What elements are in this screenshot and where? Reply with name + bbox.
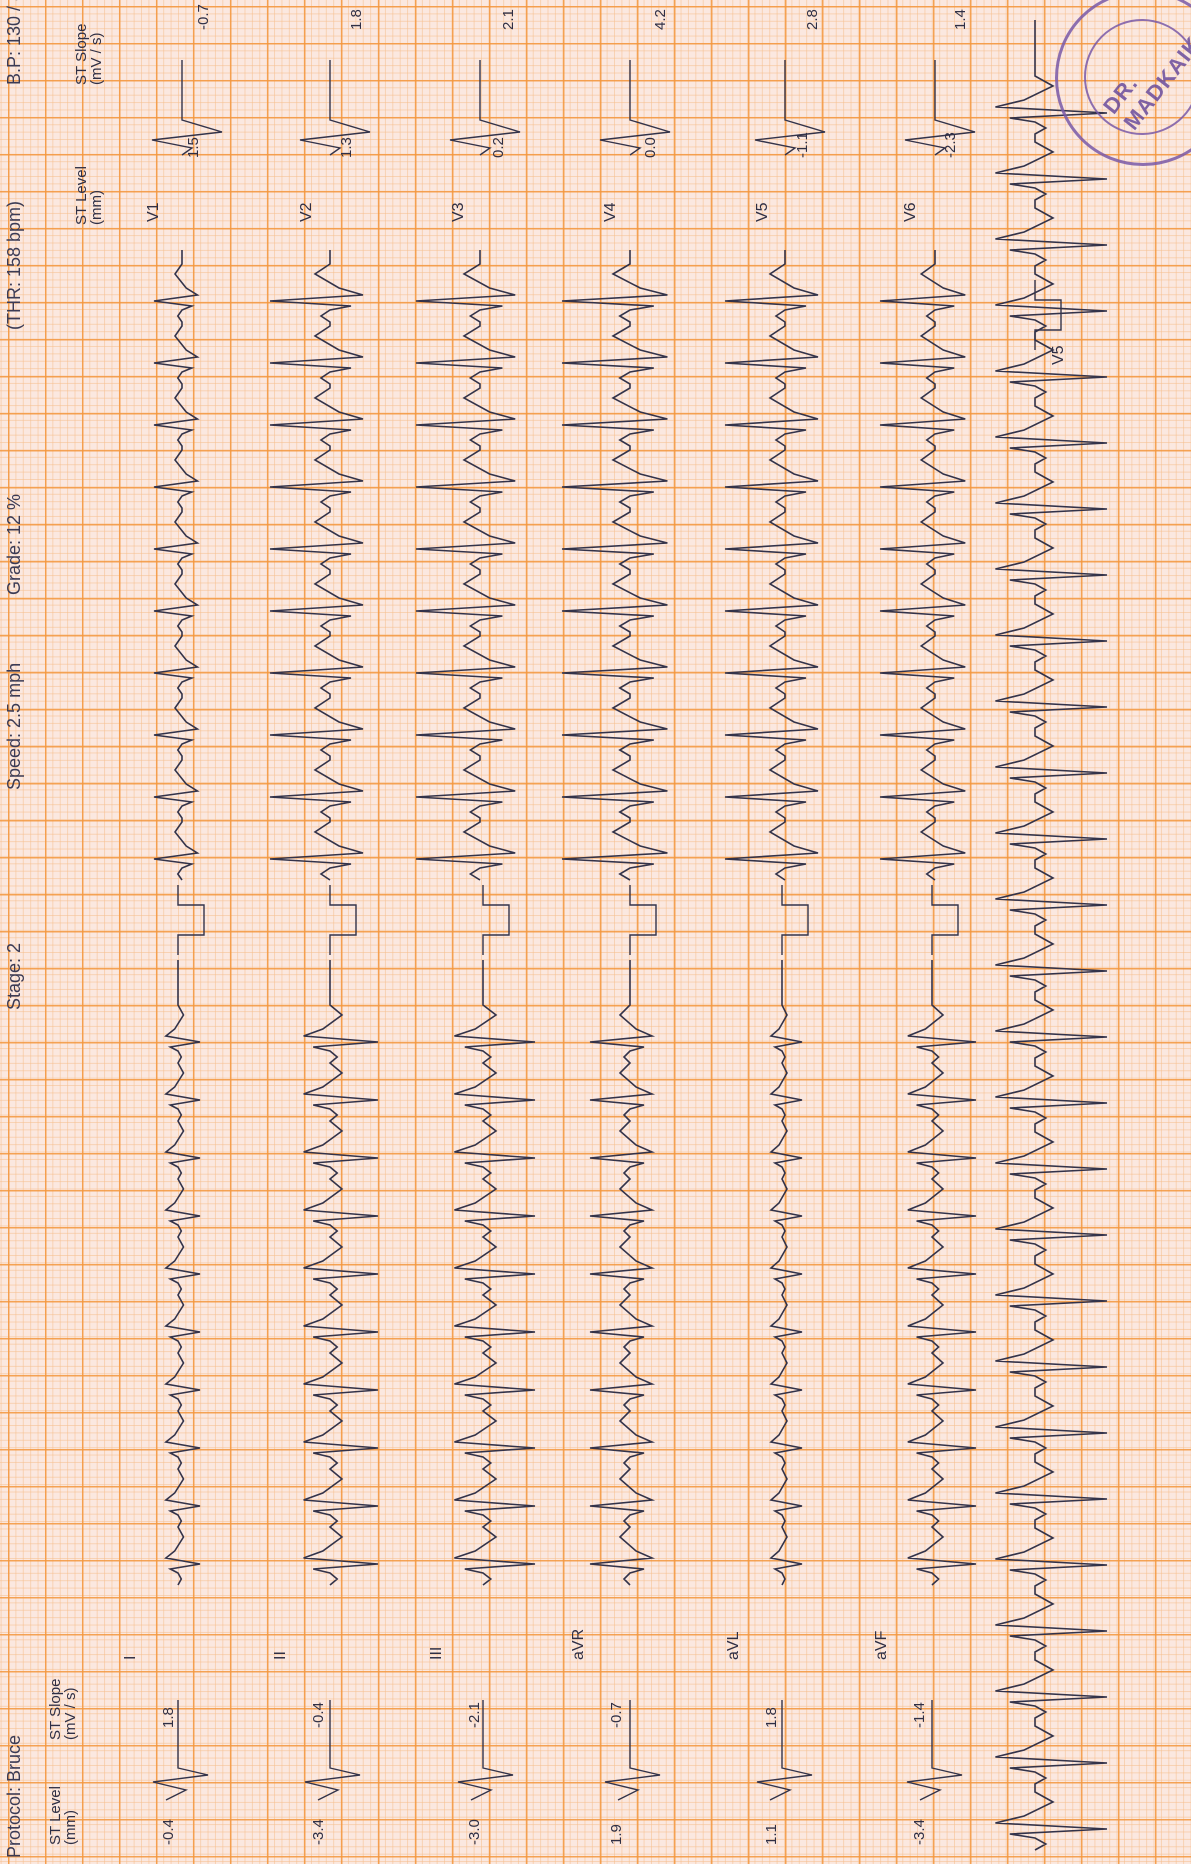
st-slope-value: -1.4 (911, 1702, 928, 1728)
calibration-pulse (629, 885, 657, 955)
st-complex-right (151, 60, 223, 156)
ecg-lead-strip (153, 250, 200, 881)
st-complex-left (906, 1700, 963, 1801)
stage-label: Stage: 2 (4, 942, 24, 1010)
st-slope-value: 1.8 (348, 9, 365, 30)
st-level-value: -2.3 (942, 132, 959, 158)
st-slope-value: 2.1 (500, 9, 517, 30)
st-slope-value: 1.4 (952, 9, 969, 30)
st-slope-value: 1.8 (160, 1707, 177, 1728)
ecg-lead-strip (269, 250, 364, 881)
calibration-pulse (931, 885, 959, 955)
stamp-inner-ring (1084, 19, 1191, 135)
st-level-value: -0.4 (160, 1819, 177, 1845)
st-slope-value: 2.8 (804, 9, 821, 30)
lead-label: V4 (602, 202, 619, 222)
lead-label: V6 (902, 202, 919, 222)
st-complex-left (604, 1700, 661, 1801)
st-slope-value: -0.4 (310, 1702, 327, 1728)
st-slope-title: ST Slope (73, 23, 90, 85)
lead-label: V3 (450, 202, 467, 222)
rhythm-strip-label: V5 (1050, 345, 1067, 365)
st-slope-value: 4.2 (652, 9, 669, 30)
speed-label: Speed: 2.5 mph (4, 662, 24, 790)
bp-label: B.P: 130 / 80 (4, 0, 24, 85)
st-level-value: -1.1 (794, 132, 811, 158)
calibration-pulse (177, 885, 205, 955)
lead-label: III (428, 1646, 445, 1660)
st-complex-right (904, 60, 976, 156)
ecg-lead-strip (164, 960, 201, 1586)
st-slope-title: ST Slope (47, 1678, 64, 1740)
ecg-lead-strip (879, 250, 966, 881)
lead-label: aVF (873, 1630, 890, 1660)
ecg-lead-strip (769, 960, 803, 1586)
lead-label: aVL (725, 1631, 742, 1660)
lead-label: I (122, 1655, 139, 1660)
st-slope-header-left: ST Slope (mV / s) (47, 1678, 79, 1741)
st-level-header-left: ST Level (mm) (47, 1786, 79, 1845)
st-level-unit: (mm) (62, 1810, 79, 1845)
st-level-title: ST Level (73, 166, 90, 225)
st-level-unit: (mm) (88, 190, 105, 225)
ecg-lead-strip (561, 250, 668, 881)
st-complex-right (299, 60, 371, 156)
st-slope-value: -0.7 (608, 1702, 625, 1728)
st-level-value: -3.4 (911, 1819, 928, 1845)
st-complex-left (152, 1700, 209, 1801)
st-complex-right (599, 60, 671, 156)
st-level-value: 1.3 (338, 137, 355, 158)
ecg-lead-strip (589, 960, 656, 1586)
st-slope-header-right: ST Slope (mV / s) (73, 23, 105, 86)
st-slope-value: 1.8 (763, 1707, 780, 1728)
st-slope-unit: (mV / s) (62, 1687, 79, 1741)
calibration-pulse (781, 885, 809, 955)
ecg-lead-strip (303, 960, 379, 1586)
ecg-lead-strip (724, 250, 819, 881)
grade-label: Grade: 12 % (4, 493, 24, 595)
st-level-value: 1.5 (185, 137, 202, 158)
st-complex-left (457, 1700, 514, 1801)
calibration-pulse (482, 885, 510, 955)
protocol-label: Protocol: Bruce (4, 1734, 24, 1858)
st-complex-left (304, 1700, 361, 1801)
st-level-value: -3.4 (310, 1819, 327, 1845)
st-complex-right (449, 60, 521, 156)
st-level-value: 0.0 (642, 137, 659, 158)
lead-label: V1 (145, 202, 162, 222)
ecg-lead-strip (907, 960, 977, 1586)
ecg-lead-strip (454, 960, 536, 1586)
lead-label: V5 (754, 202, 771, 222)
st-complex-right (754, 60, 826, 156)
st-level-title: ST Level (47, 1786, 64, 1845)
st-level-value: 0.2 (490, 137, 507, 158)
ecg-lead-strip (415, 250, 516, 881)
calibration-pulse (1034, 280, 1062, 350)
st-level-value: -3.0 (466, 1819, 483, 1845)
st-level-value: 1.9 (608, 1824, 625, 1845)
st-slope-value: -2.1 (466, 1702, 483, 1728)
lead-label: V2 (298, 202, 315, 222)
st-complex-left (756, 1700, 813, 1801)
thr-label: (THR: 158 bpm) (4, 200, 24, 330)
rhythm-strip (995, 20, 1108, 1851)
calibration-pulse (329, 885, 357, 955)
st-level-header-right: ST Level (mm) (73, 166, 105, 225)
st-slope-unit: (mV / s) (88, 32, 105, 86)
st-slope-value: -0.7 (195, 4, 212, 30)
lead-label: aVR (570, 1628, 587, 1660)
st-level-value: 1.1 (763, 1824, 780, 1845)
lead-label: II (272, 1651, 289, 1660)
